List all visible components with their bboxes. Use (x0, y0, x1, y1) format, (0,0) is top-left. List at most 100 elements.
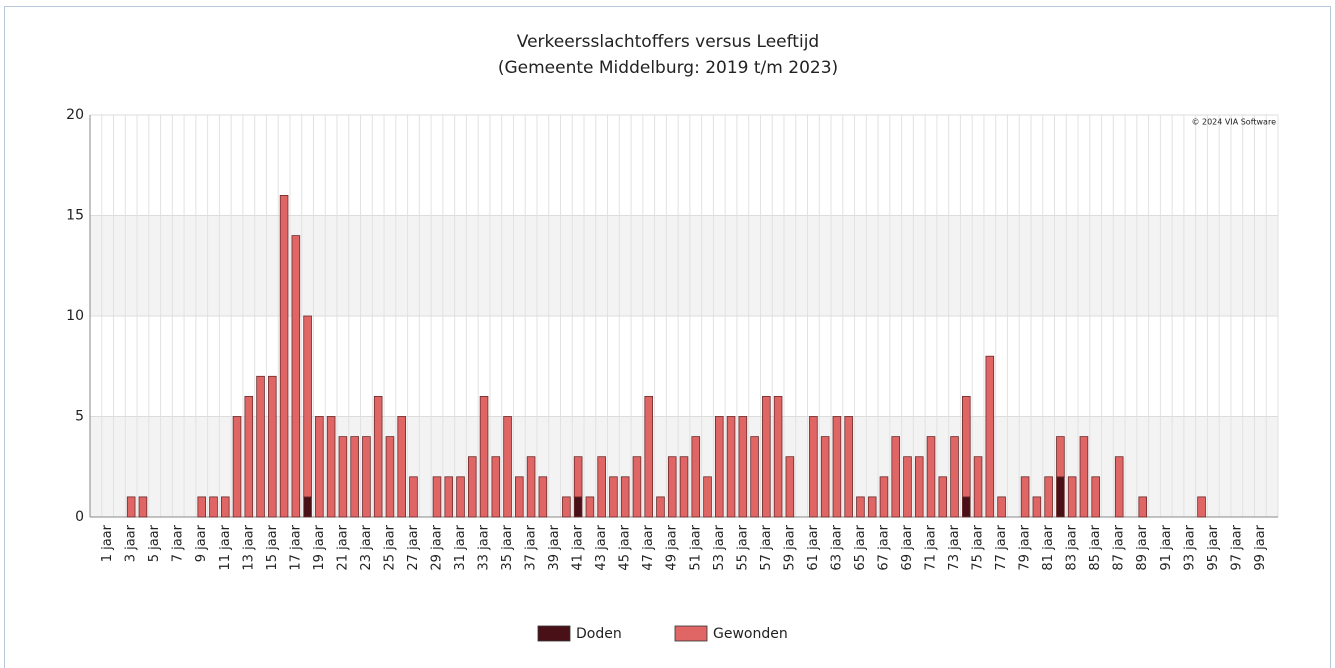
x-tick-label: 83 jaar (1065, 524, 1080, 570)
bar-segment (1197, 496, 1206, 518)
bar-segment (1079, 436, 1089, 518)
x-tick-label: 63 jaar (829, 524, 844, 570)
bar-segment (632, 456, 642, 518)
bar-segment (597, 456, 606, 518)
x-tick-label: 25 jaar (382, 524, 397, 570)
x-tick-label: 87 jaar (1112, 524, 1127, 570)
bar-segment (832, 416, 842, 518)
x-tick-label: 3 jaar (124, 524, 139, 562)
bar-segment (703, 476, 712, 518)
bar-segment (126, 496, 136, 518)
bar-segment (573, 456, 583, 498)
bar-segment (562, 496, 571, 518)
x-tick-label: 13 jaar (241, 524, 256, 570)
x-tick-label: 49 jaar (665, 524, 680, 570)
bar-segment (1138, 496, 1148, 518)
bar-segment (950, 436, 959, 518)
x-tick-label: 5 jaar (147, 524, 162, 562)
bar-segment (409, 476, 418, 518)
grid-band (90, 215, 1278, 316)
bar-segment (914, 456, 924, 518)
bar-segment (844, 416, 853, 518)
x-tick-label: 91 jaar (1159, 524, 1174, 570)
x-tick-label: 95 jaar (1206, 524, 1221, 570)
x-tick-label: 61 jaar (806, 524, 821, 570)
bar-segment (856, 496, 865, 518)
x-tick-label: 93 jaar (1182, 524, 1197, 570)
bar-segment (362, 436, 371, 518)
bar-segment (785, 456, 795, 518)
bar-segment (515, 476, 524, 518)
bar-segment (479, 395, 489, 518)
legend-swatch (674, 625, 708, 642)
x-tick-label: 19 jaar (312, 524, 327, 570)
bar-segment (691, 436, 701, 518)
bar-segment (303, 496, 312, 518)
bar-segment (656, 496, 665, 518)
chart-title: Verkeersslachtoffers versus Leeftijd (517, 32, 819, 52)
x-tick-label: 11 jaar (218, 524, 233, 570)
bar-segment (715, 416, 724, 518)
x-tick-label: 45 jaar (618, 524, 633, 570)
bar-segment (762, 395, 771, 518)
bar-segment (268, 375, 277, 518)
x-tick-label: 97 jaar (1229, 524, 1244, 570)
bar-segment (291, 235, 301, 518)
chart-subtitle: (Gemeente Middelburg: 2019 t/m 2023) (498, 58, 838, 78)
bar-segment (985, 355, 995, 518)
bar-segment (526, 456, 536, 518)
bar-segment (244, 395, 254, 518)
bar-segment (491, 456, 501, 518)
bar-segment (1091, 476, 1100, 518)
y-tick-label: 15 (66, 208, 84, 224)
bar-segment (926, 436, 936, 518)
y-tick-label: 0 (75, 509, 84, 525)
x-tick-label: 51 jaar (688, 524, 703, 570)
x-tick-label: 41 jaar (571, 524, 586, 570)
x-tick-label: 35 jaar (500, 524, 515, 570)
x-tick-label: 27 jaar (406, 524, 421, 570)
bar-segment (738, 416, 748, 518)
x-tick-label: 31 jaar (453, 524, 468, 570)
x-tick-label: 89 jaar (1135, 524, 1150, 570)
bar-segment (232, 416, 242, 518)
bar-segment (138, 496, 148, 518)
bar-segment (609, 476, 618, 518)
bar-segment (220, 496, 230, 518)
bar-segment (809, 416, 818, 518)
bar-segment (679, 456, 689, 518)
bar-segment (1056, 476, 1065, 518)
bar-segment (867, 496, 877, 518)
bar-segment (962, 395, 971, 498)
bar-segment (385, 436, 395, 518)
bar-segment (997, 496, 1006, 518)
legend-swatch (537, 625, 571, 642)
bar-segment (397, 416, 406, 518)
y-tick-label: 20 (66, 107, 84, 123)
bar-segment (467, 456, 477, 518)
bar-segment (256, 375, 265, 518)
x-tick-label: 59 jaar (782, 524, 797, 570)
x-tick-label: 23 jaar (359, 524, 374, 570)
bar-segment (1020, 476, 1030, 518)
bar-segment (444, 476, 454, 518)
x-tick-label: 57 jaar (759, 524, 774, 570)
bar-segment (197, 496, 207, 518)
x-tick-label: 43 jaar (594, 524, 609, 570)
bar-segment (667, 456, 677, 518)
x-tick-label: 7 jaar (171, 524, 186, 562)
bar-segment (938, 476, 948, 518)
x-tick-label: 15 jaar (265, 524, 280, 570)
x-tick-label: 37 jaar (524, 524, 539, 570)
bar-segment (1067, 476, 1077, 518)
bar-segment (973, 456, 983, 518)
x-tick-label: 21 jaar (335, 524, 350, 570)
x-tick-label: 17 jaar (288, 524, 303, 570)
bar-segment (879, 476, 889, 518)
bar-segment (891, 436, 901, 518)
x-tick-label: 73 jaar (947, 524, 962, 570)
bar-segment (209, 496, 218, 518)
bar-segment (773, 395, 783, 518)
bar-segment (303, 315, 312, 498)
